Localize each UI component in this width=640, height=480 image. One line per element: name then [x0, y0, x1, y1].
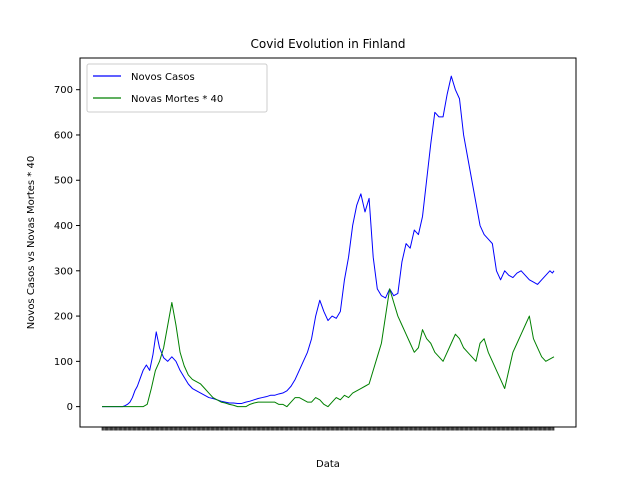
chart-title: Covid Evolution in Finland — [251, 37, 406, 51]
y-tick-label: 500 — [54, 176, 73, 187]
legend-box — [86, 63, 268, 113]
legend-label-novos-casos: Novos Casos — [131, 72, 195, 83]
x-axis-title: Data — [316, 459, 340, 470]
y-tick-label: 400 — [54, 221, 73, 232]
legend: Novos Casos Novas Mortes * 40 — [86, 63, 268, 113]
legend-label-novas-mortes: Novas Mortes * 40 — [131, 94, 223, 105]
y-tick-label: 200 — [54, 312, 73, 323]
y-tick-label: 700 — [54, 85, 73, 96]
y-tick-label: 600 — [54, 130, 73, 141]
y-tick-label: 300 — [54, 266, 73, 277]
y-tick-label: 100 — [54, 357, 73, 368]
series-line-novas-mortes — [102, 288, 555, 408]
plot-frame — [79, 57, 577, 428]
y-axis-ticks: 0 100 200 300 400 500 600 700 — [54, 85, 80, 413]
y-axis-title: Novos Casos vs Novas Mortes * 40 — [26, 156, 37, 329]
x-axis-ticks — [101, 427, 555, 431]
y-tick-label: 0 — [67, 402, 73, 413]
series-line-novos-casos — [102, 75, 555, 408]
series-layer — [102, 75, 555, 408]
